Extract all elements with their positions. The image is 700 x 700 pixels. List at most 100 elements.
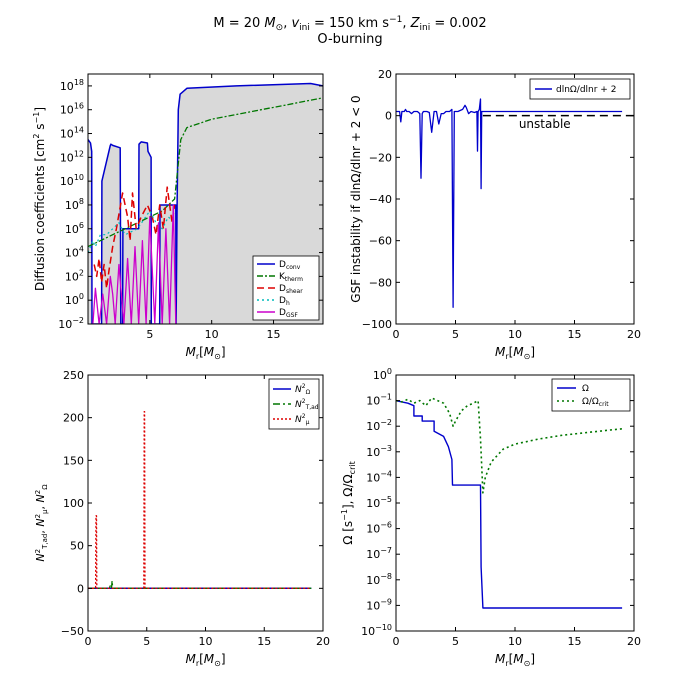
figure-title-line2: O-burning bbox=[317, 32, 382, 47]
diffusion-ytick-label: 1010 bbox=[60, 173, 84, 188]
diffusion-ytick-label: 100 bbox=[65, 292, 84, 307]
diffusion-legend-label-4: Dh bbox=[279, 296, 290, 307]
omega-ytick-label: 10−2 bbox=[366, 418, 392, 433]
diffusion-legend-label-1: Dconv bbox=[279, 260, 301, 271]
diffusion-legend-label-3: Dshear bbox=[279, 284, 303, 295]
gsf-ytick-label: 0 bbox=[385, 110, 392, 123]
panel-omega: 0 5 10 15 20 10−10 10−9 10−8 10−7 10−6 10−5 10−4 10−… bbox=[340, 367, 641, 668]
diffusion-ytick-label: 104 bbox=[65, 245, 84, 260]
omega-xtick-label: 10 bbox=[508, 635, 522, 648]
gsf-xtick-label: 20 bbox=[627, 328, 641, 341]
brunt-legend-label-2: N2T,ad bbox=[295, 398, 319, 411]
omega-ytick-label: 10−3 bbox=[366, 444, 392, 459]
brunt-ytick-label: −50 bbox=[61, 625, 84, 638]
brunt-series-2 bbox=[88, 580, 312, 589]
brunt-xtick-label: 5 bbox=[143, 635, 150, 648]
omega-ytick-label: 10−7 bbox=[366, 546, 392, 561]
brunt-xtick-label: 10 bbox=[199, 635, 213, 648]
diffusion-series-3 bbox=[93, 186, 176, 290]
omega-ytick-label: 100 bbox=[373, 367, 392, 382]
diffusion-ytick-label: 1012 bbox=[60, 149, 84, 164]
gsf-annotation-unstable: unstable bbox=[519, 117, 571, 131]
diffusion-plot-area bbox=[88, 82, 323, 324]
gsf-ytick-label: −40 bbox=[369, 193, 392, 206]
omega-frame bbox=[395, 374, 635, 632]
diffusion-ytick-label: 102 bbox=[65, 268, 84, 283]
diffusion-series-5 bbox=[92, 204, 177, 324]
panel-gsf: 0 5 10 15 20 −100 −80 −60 −40 −20 0 20 unstable Mr[M⊙… bbox=[349, 68, 641, 361]
brunt-legend-label-3: N2μ bbox=[295, 413, 310, 426]
omega-ytick-label: 10−6 bbox=[366, 521, 392, 536]
gsf-legend bbox=[529, 78, 631, 100]
omega-xlabel: Mr[M⊙] bbox=[495, 652, 535, 668]
diffusion-xtick-label: 10 bbox=[205, 328, 219, 341]
brunt-ytick-label: 100 bbox=[63, 497, 84, 510]
diffusion-ytick-label: 1014 bbox=[60, 126, 84, 141]
brunt-ytick-label: 250 bbox=[63, 369, 84, 382]
brunt-legend-label-1: N2Ω bbox=[295, 383, 311, 396]
panel-brunt: 0 5 10 15 20−50050100150200250Mr[M⊙]N2T,ad, … bbox=[34, 369, 330, 668]
omega-legend-label-2: Ω/Ωcrit bbox=[582, 397, 609, 408]
diffusion-xlabel: Mr[M⊙] bbox=[185, 345, 225, 361]
brunt-plot-area bbox=[88, 411, 312, 590]
diffusion-ytick-label: 1016 bbox=[60, 102, 84, 117]
omega-xtick-label: 20 bbox=[627, 635, 641, 648]
gsf-series-1 bbox=[396, 98, 623, 308]
gsf-xtick-label: 5 bbox=[452, 328, 459, 341]
omega-legend bbox=[551, 378, 631, 412]
diffusion-series-1 bbox=[88, 82, 323, 324]
brunt-ylabel: N2T,ad, N2μ, N2Ω bbox=[34, 484, 49, 562]
diffusion-ytick-label: 108 bbox=[65, 197, 84, 212]
brunt-xtick-label: 0 bbox=[85, 635, 92, 648]
brunt-series-3 bbox=[88, 411, 312, 589]
brunt-xtick-label: 15 bbox=[257, 635, 271, 648]
diffusion-ytick-label: 106 bbox=[65, 221, 84, 236]
brunt-ytick-label: 200 bbox=[63, 412, 84, 425]
diffusion-series-4 bbox=[88, 210, 176, 253]
omega-xtick-label: 0 bbox=[393, 635, 400, 648]
figure-title-line1: M = 20 M⊙, vini = 150 km s−1, Zini = 0.0… bbox=[213, 15, 486, 33]
omega-ytick-label: 10−5 bbox=[366, 495, 392, 510]
omega-ytick-label: 10−9 bbox=[366, 597, 392, 612]
omega-legend-label-1: Ω bbox=[582, 384, 589, 394]
diffusion-series-2 bbox=[88, 97, 323, 248]
gsf-ytick-label: −100 bbox=[362, 318, 392, 331]
gsf-ytick-label: −60 bbox=[369, 235, 392, 248]
brunt-ytick-label: 50 bbox=[70, 540, 84, 553]
diffusion-ytick-label: 10−2 bbox=[58, 316, 84, 331]
omega-ytick-label: 10−4 bbox=[366, 469, 392, 484]
brunt-xlabel: Mr[M⊙] bbox=[185, 652, 225, 668]
diffusion-xtick-label: 15 bbox=[267, 328, 281, 341]
brunt-ytick-label: 150 bbox=[63, 454, 84, 467]
brunt-ytick-label: 0 bbox=[77, 582, 84, 595]
gsf-ytick-label: −80 bbox=[369, 276, 392, 289]
gsf-plot-area bbox=[396, 98, 623, 308]
omega-ylabel: Ω [s−1], Ω/Ωcrit bbox=[340, 461, 357, 544]
omega-ytick-label: 10−8 bbox=[366, 572, 392, 587]
gsf-xtick-label: 10 bbox=[508, 328, 522, 341]
omega-series-2 bbox=[396, 397, 623, 494]
omega-xtick-label: 5 bbox=[452, 635, 459, 648]
omega-ytick-label: 10−1 bbox=[366, 393, 392, 408]
diffusion-ytick-label: 1018 bbox=[60, 78, 84, 93]
gsf-ytick-label: −20 bbox=[369, 151, 392, 164]
omega-series-1 bbox=[396, 399, 623, 609]
omega-xtick-label: 15 bbox=[568, 635, 582, 648]
gsf-legend-label: dlnΩ/dlnr + 2 bbox=[556, 85, 616, 95]
omega-ytick-label: 10−10 bbox=[361, 623, 392, 638]
diffusion-ylabel: Diffusion coefficients [cm2 s−1] bbox=[32, 107, 47, 291]
diffusion-frame bbox=[87, 73, 324, 325]
gsf-ylabel: GSF instability if dlnΩ/dlnr + 2 < 0 bbox=[349, 95, 363, 302]
gsf-ytick-label: 20 bbox=[378, 68, 392, 81]
gsf-xlabel: Mr[M⊙] bbox=[495, 345, 535, 361]
panel-diffusion: 5 10 15 10−2 100 102 104 106 108 1010 1012 1014 1016… bbox=[32, 73, 324, 361]
diffusion-legend-label-2: Ktherm bbox=[279, 272, 303, 283]
diffusion-legend-label-5: DGSF bbox=[279, 308, 298, 319]
brunt-xtick-label: 20 bbox=[316, 635, 330, 648]
omega-plot-area bbox=[396, 397, 623, 609]
diffusion-xtick-label: 5 bbox=[146, 328, 153, 341]
gsf-xtick-label: 0 bbox=[393, 328, 400, 341]
diffusion-legend bbox=[252, 255, 320, 321]
gsf-xtick-label: 15 bbox=[568, 328, 582, 341]
